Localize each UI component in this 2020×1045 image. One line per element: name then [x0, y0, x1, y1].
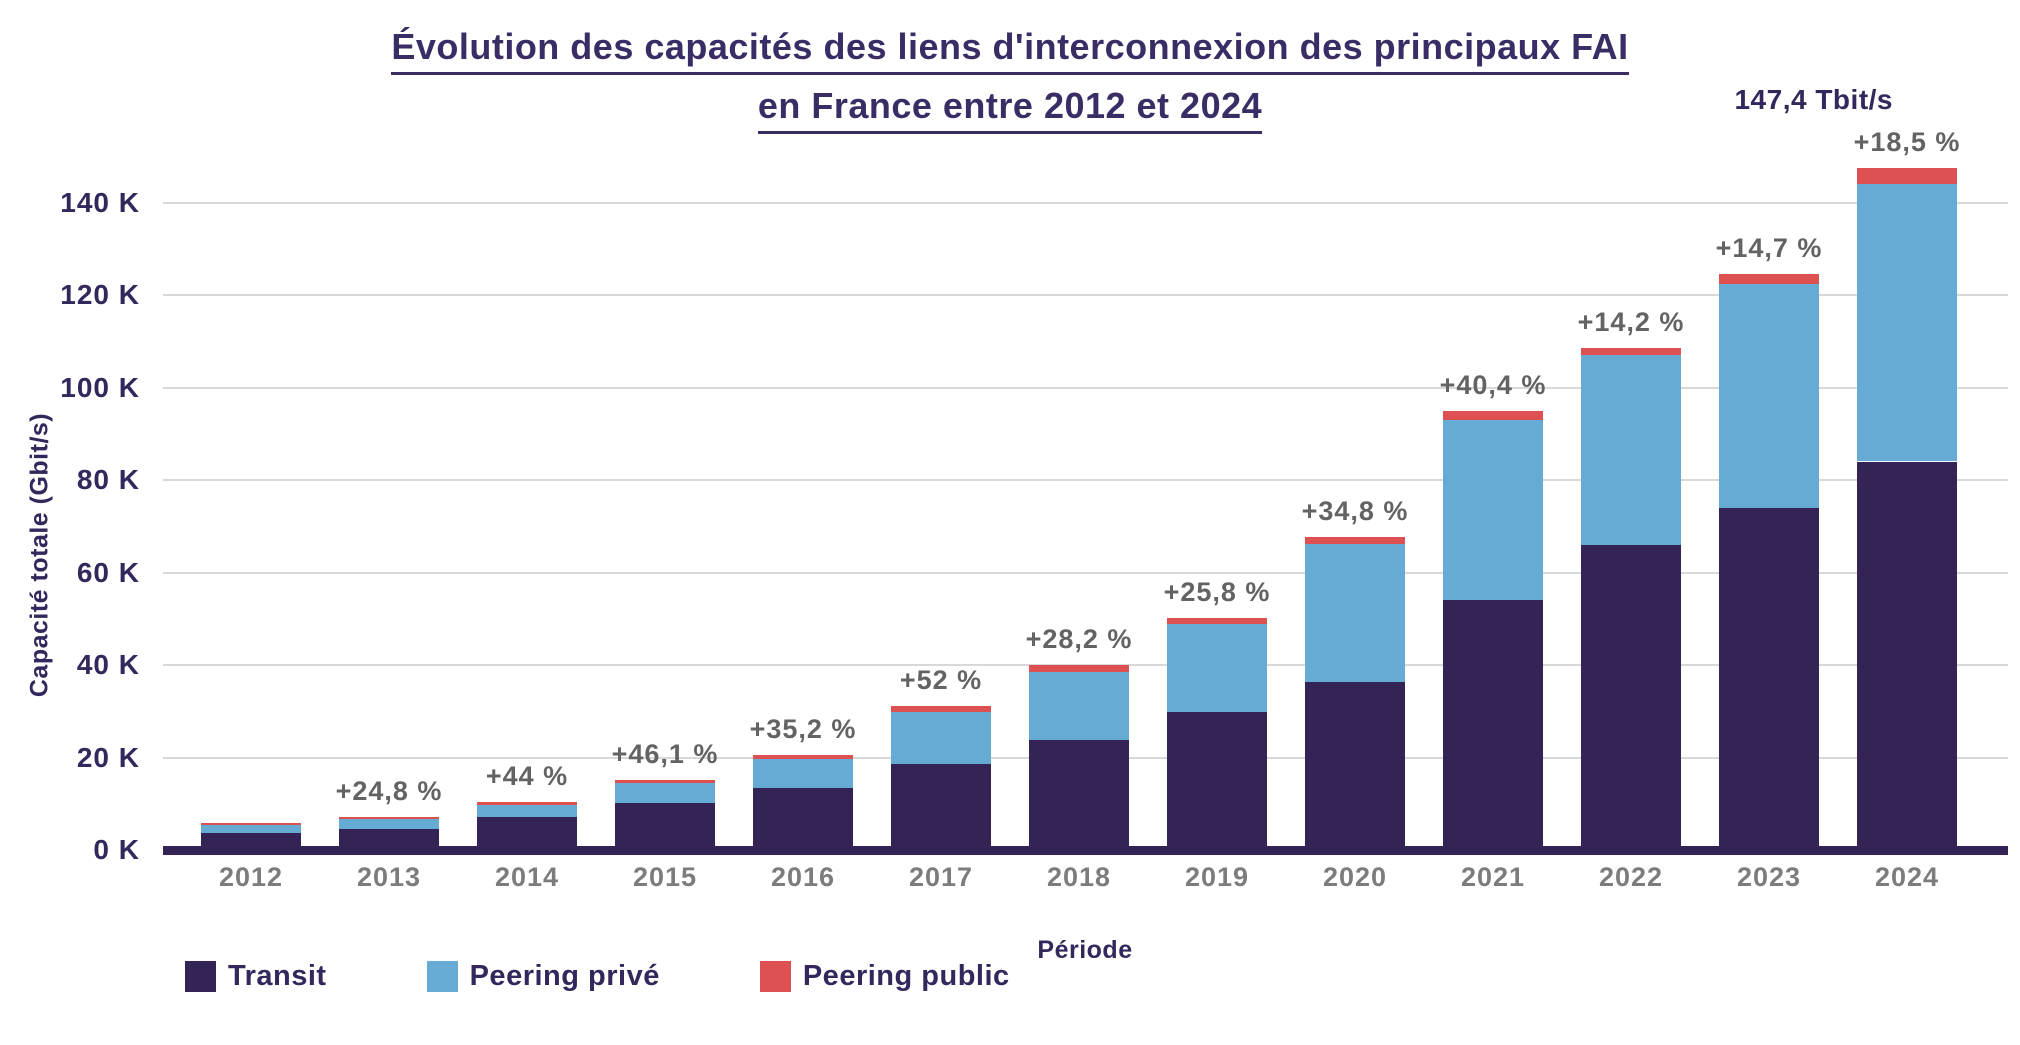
bar-segment-peering-public-2016: [753, 755, 853, 759]
legend-swatch-transit: [185, 961, 216, 992]
legend: Transit Peering privé Peering public: [185, 960, 1010, 993]
growth-label-2013: +24,8 %: [335, 775, 443, 806]
bar-segment-peering-privé-2013: [339, 819, 439, 830]
bar-segment-transit-2017: [891, 763, 991, 850]
chart-title: Évolution des capacités des liens d'inte…: [0, 24, 2020, 134]
bar-segment-transit-2018: [1029, 739, 1129, 850]
legend-label-peering-public: Peering public: [802, 960, 1010, 992]
gridline-40K: [163, 664, 2008, 666]
x-tick-label-2017: 2017: [908, 862, 974, 892]
bar-segment-peering-public-2014: [477, 801, 577, 806]
bar-segment-peering-public-2017: [891, 706, 991, 712]
bar-segment-transit-2016: [753, 788, 853, 850]
bar-segment-peering-privé-2021: [1443, 419, 1543, 600]
legend-item-peering-public: Peering public: [759, 960, 1010, 993]
bar-segment-peering-public-2012: [201, 823, 301, 826]
legend-swatch-peering-privé: [426, 961, 458, 992]
bar-segment-transit-2015: [615, 802, 715, 850]
chart-title-line2: en France entre 2012 et 2024: [757, 83, 1263, 134]
bar-segment-peering-privé-2017: [891, 711, 991, 764]
bar-segment-peering-public-2021: [1443, 410, 1543, 420]
x-tick-label-2013: 2013: [356, 862, 422, 892]
x-tick-label-2020: 2020: [1322, 862, 1388, 892]
x-tick-label-2019: 2019: [1184, 862, 1250, 892]
legend-swatch-peering-public: [759, 961, 791, 992]
y-tick-label-0K: 0 K: [93, 834, 140, 865]
bar-segment-peering-public-2023: [1719, 274, 1819, 285]
bar-segment-transit-2022: [1581, 545, 1681, 850]
bar-segment-transit-2020: [1305, 681, 1405, 850]
growth-label-2017: +52 %: [899, 665, 983, 696]
bar-segment-peering-public-2015: [615, 779, 715, 784]
y-tick-label-60K: 60 K: [76, 556, 140, 588]
growth-label-2022: +14,2 %: [1577, 307, 1685, 338]
growth-label-2016: +35,2 %: [749, 714, 857, 745]
growth-label-2015: +46,1 %: [611, 738, 719, 769]
chart-title-line1: Évolution des capacités des liens d'inte…: [391, 24, 1629, 75]
growth-label-2020: +34,8 %: [1301, 495, 1409, 526]
gridline-100K: [163, 386, 2008, 389]
y-tick-label-20K: 20 K: [76, 741, 140, 773]
growth-label-2024: +18,5 %: [1853, 127, 1961, 158]
final-total-annotation: 147,4 Tbit/s: [1734, 84, 1893, 115]
x-tick-label-2024: 2024: [1874, 862, 1940, 892]
y-tick-label-120K: 120 K: [60, 279, 140, 310]
bar-segment-peering-privé-2016: [753, 758, 853, 789]
bar-segment-transit-2021: [1443, 599, 1543, 850]
bar-segment-peering-privé-2015: [615, 783, 715, 803]
x-tick-label-2014: 2014: [494, 862, 560, 892]
y-tick-label-100K: 100 K: [60, 371, 140, 403]
bar-segment-peering-privé-2014: [477, 805, 577, 818]
y-tick-label-140K: 140 K: [60, 186, 140, 218]
growth-label-2019: +25,8 %: [1163, 576, 1271, 607]
x-tick-label-2023: 2023: [1736, 862, 1802, 892]
bar-segment-peering-privé-2018: [1029, 671, 1129, 740]
x-tick-label-2022: 2022: [1598, 862, 1664, 892]
x-axis-line: [163, 846, 2008, 855]
legend-item-transit: Transit: [185, 960, 327, 993]
bar-segment-transit-2014: [477, 817, 577, 850]
x-tick-label-2012: 2012: [218, 862, 284, 892]
bar-segment-peering-public-2019: [1167, 617, 1267, 625]
x-axis-title: Période: [1037, 936, 1133, 964]
bar-segment-peering-public-2024: [1857, 168, 1957, 184]
bar-segment-transit-2019: [1167, 711, 1267, 850]
bar-segment-peering-public-2020: [1305, 536, 1405, 544]
x-tick-label-2018: 2018: [1046, 862, 1112, 892]
bar-segment-peering-privé-2019: [1167, 624, 1267, 712]
x-tick-label-2016: 2016: [770, 862, 836, 892]
bar-segment-peering-privé-2023: [1719, 284, 1819, 509]
legend-label-peering-privé: Peering privé: [469, 960, 660, 992]
growth-label-2021: +40,4 %: [1439, 369, 1547, 400]
bar-segment-peering-public-2022: [1581, 348, 1681, 356]
bar-segment-peering-privé-2012: [201, 825, 301, 833]
x-tick-label-2015: 2015: [632, 862, 698, 892]
bar-segment-transit-2012: [201, 832, 301, 850]
bar-segment-peering-public-2018: [1029, 665, 1129, 672]
bar-segment-transit-2023: [1719, 508, 1819, 850]
x-tick-label-2021: 2021: [1460, 862, 1526, 892]
y-tick-label-80K: 80 K: [76, 464, 140, 495]
bar-segment-transit-2013: [339, 829, 439, 850]
y-tick-label-40K: 40 K: [76, 649, 140, 680]
gridline-80K: [163, 479, 2008, 481]
growth-label-2023: +14,7 %: [1715, 233, 1823, 264]
bar-segment-peering-public-2013: [339, 816, 439, 819]
gridline-60K: [163, 571, 2008, 574]
growth-label-2014: +44 %: [485, 760, 569, 791]
bar-segment-peering-privé-2020: [1305, 543, 1405, 682]
bar-segment-peering-privé-2024: [1857, 183, 1957, 462]
legend-item-peering-privé: Peering privé: [426, 960, 660, 993]
growth-label-2018: +28,2 %: [1025, 624, 1133, 655]
legend-label-transit: Transit: [228, 960, 327, 992]
gridline-120K: [163, 294, 2008, 296]
gridline-140K: [163, 201, 2008, 204]
bar-segment-transit-2024: [1857, 461, 1957, 850]
bar-segment-peering-privé-2022: [1581, 355, 1681, 546]
